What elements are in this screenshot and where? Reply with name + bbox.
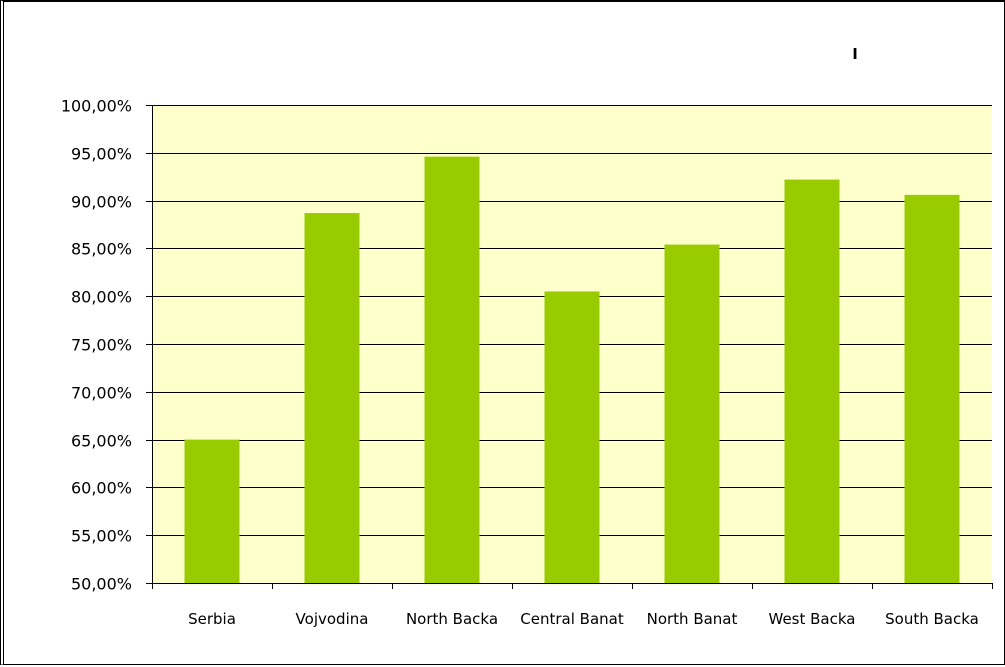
x-tick-label: West Backa [769,610,856,628]
x-tick-label: South Backa [885,610,979,628]
y-tick-label: 80,00% [71,288,132,307]
y-tick-label: 65,00% [71,432,132,451]
y-tick-label: 95,00% [71,145,132,164]
y-tick-label: 85,00% [71,240,132,259]
bar-serbia [184,439,240,583]
bar-north-banat [664,244,720,584]
plot-area: 50,00% 55,00% 60,00% 65,00% 70,00% 75,00% 80,0… [61,97,993,628]
x-tick-label: Vojvodina [296,610,369,628]
x-tick-label: Central Banat [520,610,624,628]
x-tick-label: North Banat [647,610,738,628]
x-tick-label: North Backa [406,610,498,628]
y-tick-label: 60,00% [71,479,132,498]
bar-chart: ı 50,00% 55,00% 60,00% 65,00% 70,00% 75,00% 80… [61,42,993,628]
bar-vojvodina [304,213,360,583]
y-tick-label: 100,00% [61,97,132,116]
y-tick-label: 55,00% [71,527,132,546]
bar-central-banat [544,291,600,583]
bar-south-backa [904,194,960,583]
x-tick-label: Serbia [188,610,236,628]
bar-west-backa [784,179,840,583]
chart-title: ı [852,42,858,64]
y-tick-label: 70,00% [71,384,132,403]
bar-north-backa [424,156,480,583]
y-tick-label: 90,00% [71,193,132,212]
y-tick-label: 50,00% [71,575,132,594]
y-tick-label: 75,00% [71,336,132,355]
